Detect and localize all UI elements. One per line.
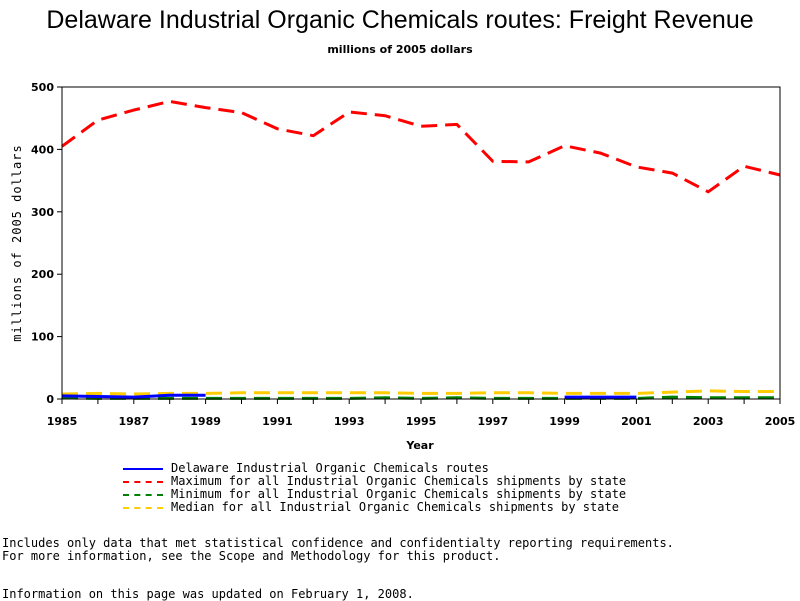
y-tick-label: 400 xyxy=(31,143,54,156)
y-tick-label: 0 xyxy=(46,393,54,406)
legend-swatch-green-dashed xyxy=(123,494,163,496)
series-line-median xyxy=(61,389,780,396)
x-tick-label: 1991 xyxy=(262,415,293,428)
legend-label: Median for all Industrial Organic Chemic… xyxy=(171,500,619,514)
x-tick-label: 1995 xyxy=(406,415,437,428)
footnote-updated: Information on this page was updated on … xyxy=(2,587,414,601)
x-tick-label: 2005 xyxy=(765,415,796,428)
y-axis-label: millions of 2005 dollars xyxy=(10,144,24,341)
x-tick-label: 2001 xyxy=(621,415,652,428)
chart-title: Delaware Industrial Organic Chemicals ro… xyxy=(46,6,754,34)
y-axis: 0 100 200 300 400 500 xyxy=(31,81,62,406)
legend-label: Maximum for all Industrial Organic Chemi… xyxy=(171,474,627,488)
legend-label: Minimum for all Industrial Organic Chemi… xyxy=(171,487,627,501)
legend-swatch-blue-solid xyxy=(123,468,163,470)
y-tick-label: 300 xyxy=(31,206,54,219)
x-tick-label: 1993 xyxy=(334,415,365,428)
legend-swatch-red-dashed xyxy=(123,481,163,483)
series-layer xyxy=(61,99,781,400)
x-tick-label: 2003 xyxy=(693,415,724,428)
legend-swatch-yellow-dashed xyxy=(123,507,163,509)
y-tick-label: 200 xyxy=(31,268,54,281)
x-tick-label: 1985 xyxy=(47,415,78,428)
series-line-maximum xyxy=(61,99,781,194)
plot-area-frame xyxy=(61,86,781,400)
footnote-methodology: For more information, see the Scope and … xyxy=(2,549,501,563)
chart-subtitle: millions of 2005 dollars xyxy=(327,43,473,56)
x-tick-label: 1997 xyxy=(477,415,508,428)
footnote-confidence: Includes only data that met statistical … xyxy=(2,536,674,550)
series-line-minimum xyxy=(61,395,780,400)
y-tick-label: 500 xyxy=(31,81,54,94)
legend-label: Delaware Industrial Organic Chemicals ro… xyxy=(171,461,489,475)
x-tick-label: 1987 xyxy=(118,415,149,428)
x-axis-label: Year xyxy=(405,439,434,452)
x-tick-label: 1999 xyxy=(549,415,580,428)
y-tick-label: 100 xyxy=(31,331,54,344)
x-tick-label: 1989 xyxy=(190,415,221,428)
series-line-delaware-routes xyxy=(61,393,206,399)
x-axis: 1985 1987 1989 1991 1993 1995 1997 1999 2001 2003… xyxy=(47,399,796,428)
